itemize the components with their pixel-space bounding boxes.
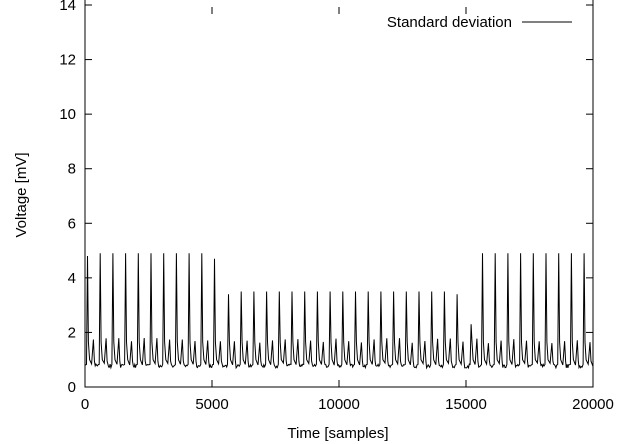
plot-frame xyxy=(84,0,594,388)
x-tick-label: 15000 xyxy=(445,396,487,413)
y-tick-label: 2 xyxy=(68,324,76,341)
x-axis-label: Time [samples] xyxy=(287,425,388,442)
legend-entry-label: Standard deviation xyxy=(387,14,512,31)
y-tick-label: 12 xyxy=(59,52,76,69)
y-tick-label: 14 xyxy=(59,0,76,14)
x-tick-label: 0 xyxy=(81,396,89,413)
x-tick-label: 5000 xyxy=(195,396,228,413)
plot-border xyxy=(84,0,594,388)
x-tick-label: 20000 xyxy=(572,396,614,413)
series-layer xyxy=(84,253,594,370)
y-axis: 0 2 4 6 8 10 12 14 xyxy=(59,0,593,396)
y-axis-label: Voltage [mV] xyxy=(13,152,30,237)
x-tick-label: 10000 xyxy=(318,396,360,413)
y-tick-label: 0 xyxy=(68,379,76,396)
y-tick-label: 8 xyxy=(68,161,76,178)
y-tick-label: 4 xyxy=(68,270,76,287)
x-axis: 0 5000 10000 15000 20000 xyxy=(81,7,614,413)
y-tick-label: 10 xyxy=(59,106,76,123)
y-tick-label: 6 xyxy=(68,215,76,232)
series-line-standard-deviation xyxy=(84,253,594,370)
legend: Standard deviation xyxy=(387,14,572,31)
